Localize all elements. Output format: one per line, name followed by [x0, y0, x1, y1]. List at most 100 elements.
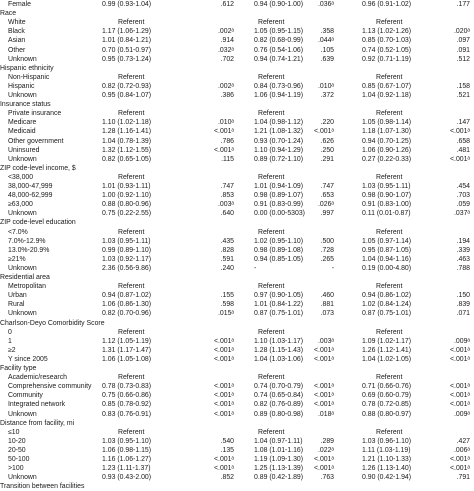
or-model-1-cell: 0.70 (0.51-0.97): [102, 46, 152, 54]
table-row: Private insurance Referent Referent Referen…: [0, 109, 474, 118]
section-label: Distance from facility, mi: [0, 419, 75, 427]
p-value-3-cell: .006ᵃ: [454, 446, 470, 454]
or-model-3-cell: 1.09 (1.02-1.17): [362, 337, 412, 345]
or-model-3-cell: 0.95 (0.87-1.05): [362, 246, 412, 254]
table-row: 1 1.12 (1.05-1.19) <.001ᵃ 1.10 (1.03-1.17).…: [0, 337, 474, 346]
p-value-1-cell: <.001ᵃ: [214, 410, 234, 418]
table-row: 13.0%-20.9% 0.99 (0.89-1.10) .828 0.98 (0.8…: [0, 246, 474, 255]
or-model-1-cell: 1.16 (1.06-1.27): [102, 456, 152, 463]
or-model-3-cell: 0.74 (0.52-1.05): [362, 46, 412, 54]
table-row: Academic/research Referent Referent Referen…: [0, 373, 474, 382]
or-model-1-cell: 1.31 (1.17-1.47): [102, 346, 152, 354]
p-value-2-cell: .881: [320, 301, 334, 309]
or-model-2-cell: 0.76 (0.54-1.06): [254, 46, 304, 54]
p-value-1-cell: .540: [220, 437, 234, 445]
p-value-2-cell: <.001ᵃ: [314, 401, 334, 409]
p-value-1-cell: .702: [220, 55, 234, 63]
or-model-1-cell: 0.88 (0.80-0.96): [102, 201, 152, 209]
or-model-3-cell: Referent: [376, 73, 403, 81]
or-model-1-cell: 1.28 (1.16-1.41): [102, 128, 152, 136]
p-value-2-cell: .626: [320, 137, 334, 145]
row-label: White: [8, 19, 26, 27]
section-label: Insurance status: [0, 101, 51, 109]
row-label: 13.0%-20.9%: [8, 246, 50, 254]
row-label: Rural: [8, 301, 25, 309]
p-value-2-cell: .728: [320, 246, 334, 254]
p-value-3-cell: .037ᵃ: [454, 210, 470, 218]
p-value-1-cell: .015ᵃ: [218, 310, 234, 318]
row-label: Unknown: [8, 264, 37, 272]
or-model-2-cell: 0.89 (0.80-0.98): [254, 410, 304, 418]
p-value-3-cell: .059: [456, 201, 470, 209]
row-label: 50-100: [8, 456, 30, 463]
or-model-2-cell: 1.10 (1.03-1.17): [254, 337, 304, 345]
row-label: ≥21%: [8, 255, 26, 263]
p-value-3-cell: .071: [456, 310, 470, 318]
row-label: <38,000: [8, 173, 34, 181]
or-model-2-cell: 1.05 (0.95-1.15): [254, 28, 304, 36]
or-model-3-cell: 1.05 (0.97-1.14): [362, 237, 412, 245]
or-model-2-cell: 0.93 (0.70-1.24): [254, 137, 304, 145]
row-label: 20-50: [8, 446, 26, 454]
or-model-3-cell: 0.96 (0.91-1.02): [362, 1, 412, 8]
or-model-3-cell: Referent: [376, 173, 403, 181]
or-model-3-cell: 1.03 (0.96-1.10): [362, 437, 412, 445]
or-model-3-cell: 0.98 (0.90-1.07): [362, 192, 412, 200]
or-model-3-cell: 0.94 (0.86-1.02): [362, 292, 412, 300]
row-label: Other: [8, 46, 26, 54]
row-label: 1: [8, 337, 12, 345]
row-label: Metropolitan: [8, 283, 46, 291]
section-header-row: Residential area: [0, 273, 474, 282]
p-value-2-cell: Referent: [258, 173, 285, 181]
p-value-3-cell: .454: [456, 183, 470, 190]
p-value-3-cell: <.001ᵃ: [450, 465, 470, 473]
table-row: Black 1.17 (1.06-1.29) .002ᵃ 1.05 (0.95-1.1…: [0, 27, 474, 36]
table-row: 10-20 1.03 (0.95-1.10) .540 1.04 (0.97-1.11…: [0, 437, 474, 446]
or-model-1-cell: 1.10 (1.02-1.18): [102, 119, 152, 127]
or-model-1-cell: 1.17 (1.06-1.29): [102, 28, 152, 36]
or-model-2-cell: 0.94 (0.90-1.00): [254, 1, 304, 8]
p-value-2-cell: <.001ᵃ: [314, 128, 334, 136]
or-model-2-cell: 1.10 (0.94-1.29): [254, 146, 304, 154]
row-label: Asian: [8, 37, 26, 45]
or-model-2-cell: 0.74 (0.65-0.84): [254, 392, 304, 400]
p-value-2-cell: .036ᵃ: [318, 1, 334, 8]
row-label: ≥2: [8, 346, 16, 354]
row-label: Female: [8, 1, 31, 8]
or-model-2-cell: 0.84 (0.73-0.96): [254, 82, 304, 90]
table-row: 7.0%-12.9% 1.03 (0.95-1.11) .435 1.02 (0.95…: [0, 237, 474, 246]
row-label: Unknown: [8, 92, 37, 99]
p-value-3-cell: .427: [456, 437, 470, 445]
table-row: Medicaid 1.28 (1.16-1.41) <.001ᵃ 1.21 (1.08…: [0, 127, 474, 136]
p-value-1-cell: .828: [220, 246, 234, 254]
p-value-3-cell: <.001ᵃ: [450, 128, 470, 136]
table-row: Uninsured 1.32 (1.12-1.55) <.001ᵃ 1.10 (0.9…: [0, 146, 474, 155]
or-model-1-cell: Referent: [118, 173, 145, 181]
p-value-3-cell: .150: [456, 292, 470, 300]
p-value-3-cell: .703: [456, 192, 470, 200]
p-value-2-cell: Referent: [258, 228, 285, 236]
p-value-3-cell: .839: [456, 301, 470, 309]
row-label: Medicaid: [8, 128, 36, 136]
p-value-1-cell: .914: [220, 37, 234, 45]
or-model-3-cell: 1.13 (1.02-1.26): [362, 28, 412, 36]
row-label: 48,000-62,999: [8, 192, 53, 200]
table-row: Asian 1.01 (0.84-1.21) .914 0.82 (0.68-0.99…: [0, 36, 474, 45]
or-model-3-cell: 0.85 (0.70-1.03): [362, 37, 412, 45]
or-model-3-cell: 0.19 (0.00-4.80): [362, 264, 412, 272]
p-value-3-cell: .177: [456, 1, 470, 8]
table-row: Unknown 0.95 (0.73-1.24) .702 0.94 (0.74-1.…: [0, 55, 474, 64]
or-model-3-cell: 0.91 (0.83-1.00): [362, 201, 412, 209]
p-value-2-cell: -: [331, 264, 334, 272]
table-row: Community 0.75 (0.66-0.86) <.001ᵃ 0.74 (0.6…: [0, 391, 474, 400]
section-label: ZIP code-level income, $: [0, 164, 76, 172]
table-row: <38,000 Referent Referent Referent: [0, 173, 474, 182]
or-model-2-cell: 0.74 (0.70-0.79): [254, 383, 304, 391]
or-model-1-cell: 0.75 (0.66-0.86): [102, 392, 152, 400]
or-model-1-cell: 1.06 (1.05-1.08): [102, 355, 152, 363]
or-model-3-cell: 1.26 (1.13-1.40): [362, 465, 412, 473]
p-value-2-cell: .044ᵃ: [318, 37, 334, 45]
or-model-3-cell: 1.05 (0.98-1.14): [362, 119, 412, 127]
p-value-1-cell: .135: [220, 446, 234, 454]
p-value-3-cell: .788: [456, 264, 470, 272]
